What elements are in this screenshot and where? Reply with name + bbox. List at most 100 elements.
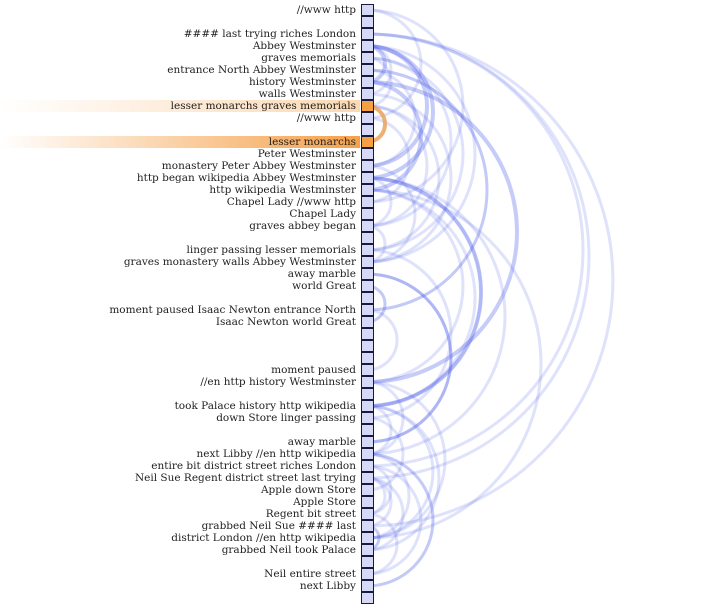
node-cell[interactable] [361, 112, 374, 124]
node-label[interactable]: moment paused Isaac Newton entrance Nort… [109, 304, 356, 316]
node-label[interactable]: Apple Store [293, 496, 356, 508]
node-cell[interactable] [361, 544, 374, 556]
node-cell[interactable] [361, 400, 374, 412]
link-arc[interactable] [366, 452, 411, 540]
link-arc[interactable] [366, 272, 453, 444]
node-cell[interactable] [361, 328, 374, 340]
link-arc[interactable] [366, 32, 615, 528]
link-arc[interactable] [366, 512, 399, 576]
node-cell[interactable] [361, 496, 374, 508]
node-label[interactable]: down Store linger passing [216, 412, 356, 424]
node-cell[interactable] [361, 556, 374, 568]
node-label[interactable]: moment paused [271, 364, 356, 376]
node-cell[interactable] [361, 532, 374, 544]
node-label[interactable]: entire bit district street riches London [151, 460, 356, 472]
node-cell[interactable] [361, 244, 374, 256]
link-arc[interactable] [366, 176, 483, 408]
link-arc[interactable] [366, 176, 483, 408]
link-arc[interactable] [366, 8, 423, 120]
link-arc[interactable] [366, 8, 465, 204]
node-label[interactable]: next Libby //en http wikipedia [196, 448, 357, 460]
link-arc[interactable] [366, 44, 477, 264]
link-arc[interactable] [366, 380, 447, 540]
node-label[interactable]: grabbed Neil took Palace [221, 544, 356, 556]
node-cell[interactable] [361, 352, 374, 364]
node-cell[interactable] [361, 292, 374, 304]
link-arc[interactable] [366, 476, 405, 552]
link-arc[interactable] [366, 68, 417, 168]
link-arc[interactable] [366, 104, 429, 228]
node-label[interactable]: //en http history Westminster [200, 376, 356, 388]
node-cell[interactable] [361, 316, 374, 328]
link-arc[interactable] [366, 32, 591, 480]
node-cell[interactable] [361, 52, 374, 64]
node-label[interactable]: monastery Peter Abbey Westminster [161, 160, 356, 172]
node-cell[interactable] [361, 184, 374, 196]
node-cell[interactable] [361, 16, 374, 28]
node-label[interactable]: walls Westminster [258, 88, 356, 100]
node-cell[interactable] [361, 436, 374, 448]
node-label[interactable]: #### last trying riches London [183, 28, 356, 40]
node-label[interactable]: Isaac Newton world Great [215, 316, 356, 328]
link-arc[interactable] [366, 272, 453, 444]
node-label[interactable]: graves monastery walls Abbey Westminster [123, 256, 356, 268]
link-arc[interactable] [366, 104, 441, 252]
link-arc[interactable] [366, 92, 453, 264]
node-label[interactable]: Apple down Store [260, 484, 356, 496]
link-arc[interactable] [366, 452, 435, 588]
link-arc[interactable] [366, 476, 393, 528]
node-cell[interactable] [361, 148, 374, 160]
node-cell[interactable] [361, 304, 374, 316]
link-arc[interactable] [366, 68, 489, 312]
node-label[interactable]: Chapel Lady [289, 208, 356, 220]
link-arc[interactable] [366, 380, 405, 456]
node-label[interactable]: away marble [287, 436, 356, 448]
link-arc[interactable] [366, 164, 417, 264]
link-arc[interactable] [366, 44, 393, 96]
link-arc[interactable] [366, 56, 393, 108]
node-label[interactable]: district London //en http wikipedia [171, 532, 356, 544]
link-arc[interactable] [366, 56, 465, 252]
link-arc[interactable] [366, 68, 489, 312]
node-cell[interactable] [361, 124, 374, 136]
node-label[interactable]: //www http [296, 112, 356, 124]
node-cell[interactable] [361, 172, 374, 184]
node-cell[interactable] [361, 28, 374, 40]
node-cell[interactable] [361, 100, 374, 112]
node-label[interactable]: Regent bit street [265, 508, 356, 520]
node-label[interactable]: http began wikipedia Abbey Westminster [136, 172, 356, 184]
node-cell[interactable] [361, 484, 374, 496]
node-cell[interactable] [361, 64, 374, 76]
node-cell[interactable] [361, 580, 374, 592]
node-cell[interactable] [361, 196, 374, 208]
node-label[interactable]: entrance North Abbey Westminster [167, 64, 356, 76]
link-arc[interactable] [366, 80, 423, 192]
node-label[interactable]: world Great [292, 280, 356, 292]
node-label[interactable]: http wikipedia Westminster [209, 184, 356, 196]
node-label[interactable]: graves abbey began [249, 220, 356, 232]
node-label[interactable]: history Westminster [248, 76, 356, 88]
node-cell[interactable] [361, 520, 374, 532]
link-arc[interactable] [366, 188, 543, 540]
link-arc[interactable] [366, 464, 393, 516]
node-label[interactable]: Peter Westminster [257, 148, 356, 160]
node-cell[interactable] [361, 508, 374, 520]
link-arc[interactable] [366, 188, 465, 384]
node-label[interactable]: away marble [287, 268, 356, 280]
node-cell[interactable] [361, 88, 374, 100]
link-arc[interactable] [366, 56, 453, 228]
link-arc[interactable] [366, 272, 453, 444]
node-cell[interactable] [361, 76, 374, 88]
link-arc[interactable] [366, 404, 435, 540]
node-label[interactable]: lesser monarchs [268, 136, 356, 148]
node-label[interactable]: Neil Sue Regent district street last try… [134, 472, 356, 484]
node-label[interactable]: grabbed Neil Sue #### last [201, 520, 356, 532]
node-label[interactable]: took Palace history http wikipedia [174, 400, 356, 412]
node-cell[interactable] [361, 472, 374, 484]
link-arc[interactable] [366, 416, 405, 492]
link-arc[interactable] [366, 32, 585, 468]
node-cell[interactable] [361, 388, 374, 400]
link-arc[interactable] [366, 248, 453, 420]
node-cell[interactable] [361, 448, 374, 460]
node-cell[interactable] [361, 136, 374, 148]
